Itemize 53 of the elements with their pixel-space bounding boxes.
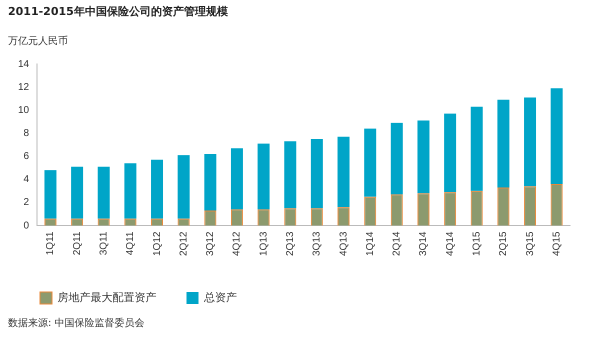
x-tick-label: 4Q14: [444, 231, 456, 256]
bar: [151, 160, 164, 219]
x-tick-label: 4Q15: [551, 231, 562, 256]
y-axis-title: 万亿元人民币: [8, 34, 68, 48]
bar: [444, 114, 456, 192]
y-tick-label: 0: [24, 220, 30, 232]
bar: [364, 128, 376, 197]
x-tick-label: 4Q11: [125, 231, 136, 256]
x-tick-label: 1Q14: [364, 231, 376, 256]
x-tick-label: 3Q12: [205, 231, 216, 256]
bar: [124, 163, 136, 219]
y-tick-label: 2: [24, 197, 30, 208]
source-note: 数据来源: 中国保险监督委员会: [8, 316, 145, 330]
y-tick-label: 14: [18, 58, 30, 70]
bar: [390, 122, 403, 194]
bar: [470, 106, 483, 191]
x-tick-label: 1Q13: [258, 231, 270, 256]
x-tick-label: 3Q14: [418, 231, 430, 256]
chart-title: 2011-2015年中国保险公司的资产管理规模: [8, 4, 228, 19]
x-tick-label: 2Q11: [72, 231, 83, 256]
bar: [524, 97, 536, 186]
bar: [258, 144, 270, 210]
x-tick-label: 1Q11: [45, 231, 56, 256]
x-tick-label: 2Q13: [284, 231, 296, 256]
bar: [310, 139, 323, 208]
x-tick-label: 2Q12: [178, 231, 190, 256]
bar: [44, 170, 56, 219]
bar: [550, 88, 563, 184]
legend-label: 总资产: [203, 291, 237, 304]
y-tick-label: 12: [18, 82, 30, 93]
x-tick-label: 3Q11: [98, 231, 110, 256]
bar: [230, 148, 243, 210]
x-tick-label: 4Q12: [232, 231, 243, 256]
y-tick-label: 10: [18, 104, 30, 116]
bar: [204, 154, 216, 211]
bar: [178, 155, 190, 219]
x-tick-label: 2Q15: [498, 231, 510, 256]
x-tick-label: 2Q14: [392, 231, 403, 256]
y-tick-label: 6: [24, 151, 30, 162]
x-tick-label: 4Q13: [338, 231, 350, 256]
y-tick-label: 4: [24, 174, 30, 186]
bar: [71, 166, 84, 219]
y-tick-label: 8: [24, 128, 30, 139]
bar: [338, 136, 350, 208]
bar: [497, 100, 510, 188]
bar: [284, 141, 296, 208]
x-tick-label: 3Q15: [524, 231, 536, 256]
x-tick-label: 3Q13: [312, 231, 323, 256]
bar: [417, 120, 430, 194]
x-tick-label: 1Q12: [152, 231, 163, 256]
x-tick-label: 1Q15: [471, 231, 482, 256]
bar: [98, 166, 110, 219]
legend-label: 房地产最大配置资产: [58, 291, 156, 304]
